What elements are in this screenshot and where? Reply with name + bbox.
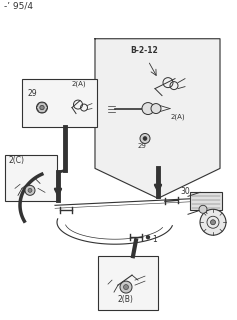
Circle shape [146,236,150,239]
Circle shape [120,281,132,293]
Text: 29: 29 [138,143,147,149]
Circle shape [151,104,161,114]
Text: 2(A): 2(A) [72,81,87,87]
FancyBboxPatch shape [5,156,57,201]
Text: 2(A): 2(A) [171,114,186,120]
Circle shape [140,133,150,143]
FancyBboxPatch shape [190,192,222,210]
Circle shape [210,220,215,225]
Circle shape [143,137,147,140]
Text: 2(B): 2(B) [118,295,134,304]
Circle shape [199,205,207,213]
Circle shape [36,102,47,113]
Text: 1: 1 [152,235,157,244]
FancyBboxPatch shape [22,79,97,126]
Polygon shape [95,39,220,198]
Circle shape [200,209,226,235]
Circle shape [40,105,44,110]
Text: 30: 30 [180,187,190,196]
Circle shape [142,103,154,115]
Text: -’ 95/4: -’ 95/4 [4,2,33,11]
Circle shape [28,188,32,192]
Text: 2(C): 2(C) [8,156,24,165]
Circle shape [123,284,128,290]
FancyBboxPatch shape [98,256,158,310]
Circle shape [25,185,35,195]
Text: B-2-12: B-2-12 [130,46,158,55]
Text: 29: 29 [28,89,38,98]
